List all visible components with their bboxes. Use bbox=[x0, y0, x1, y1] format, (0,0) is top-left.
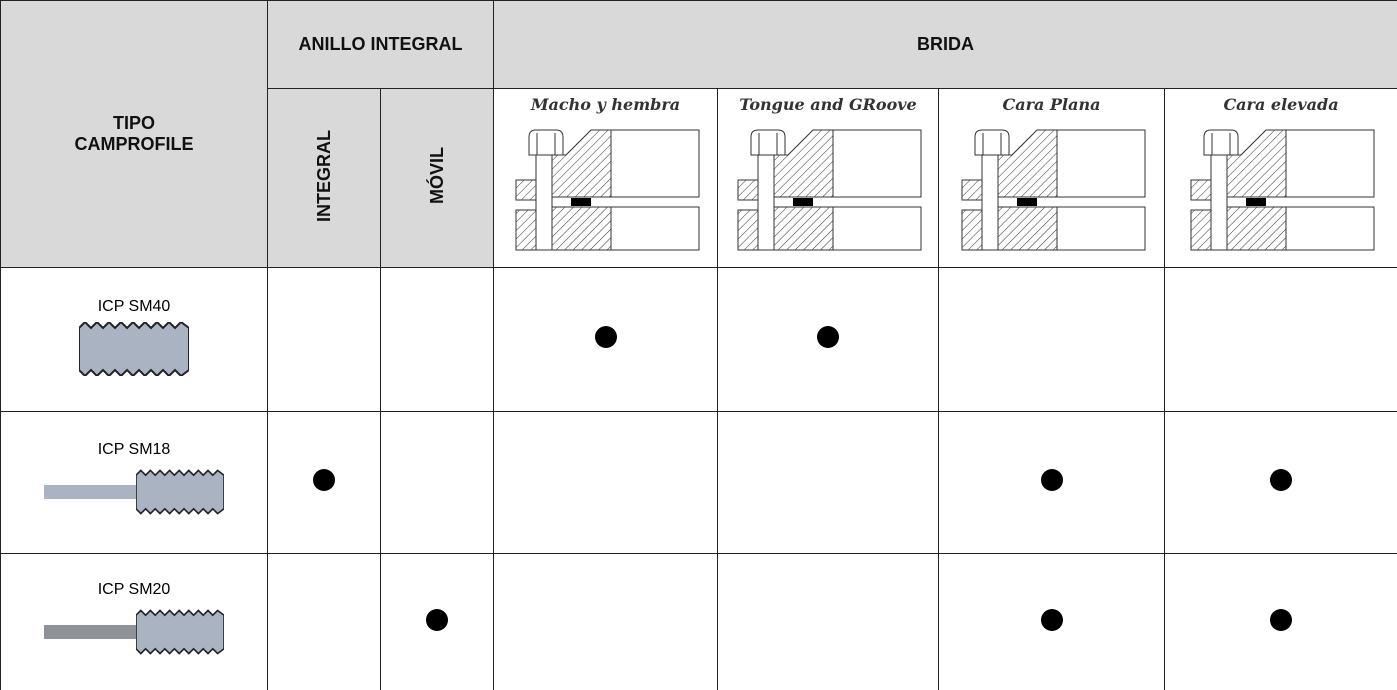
column-label: MÓVIL bbox=[426, 147, 447, 204]
cell bbox=[717, 411, 939, 554]
gasket-icon bbox=[44, 469, 224, 515]
cell bbox=[938, 267, 1165, 412]
cell bbox=[493, 553, 718, 690]
column-header: INTEGRAL bbox=[267, 88, 381, 268]
cell bbox=[493, 411, 718, 554]
flange-diagram bbox=[957, 125, 1147, 255]
cell bbox=[267, 267, 381, 412]
gasket-icon bbox=[44, 608, 224, 655]
gasket-icon bbox=[79, 322, 189, 376]
flange-diagram bbox=[733, 125, 923, 255]
column-label: INTEGRAL bbox=[313, 129, 334, 222]
check-dot bbox=[817, 326, 839, 348]
column-label: Cara Plana bbox=[1002, 95, 1101, 114]
cell bbox=[380, 553, 494, 690]
row-header: ICP SM20 bbox=[0, 553, 268, 690]
type-header: TIPO CAMPROFILE bbox=[0, 0, 268, 268]
cell bbox=[1164, 267, 1397, 412]
cell bbox=[1164, 411, 1397, 554]
cell bbox=[380, 267, 494, 412]
row-name: ICP SM20 bbox=[97, 580, 171, 598]
check-dot bbox=[1040, 469, 1063, 491]
check-dot bbox=[594, 326, 617, 348]
cell bbox=[938, 411, 1165, 554]
group-header: ANILLO INTEGRAL bbox=[267, 0, 494, 89]
cell bbox=[1164, 553, 1397, 690]
row-name: ICP SM18 bbox=[97, 441, 171, 458]
cell bbox=[938, 553, 1165, 690]
row-header: ICP SM40 bbox=[0, 267, 268, 412]
column-header: Cara elevada bbox=[1164, 88, 1397, 268]
row-header: ICP SM18 bbox=[0, 411, 268, 554]
column-label: Tongue and GRoove bbox=[739, 95, 917, 114]
check-dot bbox=[1040, 608, 1063, 631]
cell bbox=[267, 411, 381, 554]
cell bbox=[717, 553, 939, 690]
row-name: ICP SM40 bbox=[97, 298, 171, 315]
group-header: BRIDA bbox=[493, 0, 1397, 89]
check-dot bbox=[1270, 608, 1292, 631]
check-dot bbox=[426, 608, 448, 631]
flange-diagram bbox=[511, 125, 701, 255]
cell bbox=[380, 411, 494, 554]
cell bbox=[267, 553, 381, 690]
flange-diagram bbox=[1186, 125, 1376, 255]
column-header: Cara Plana bbox=[938, 88, 1165, 268]
cell bbox=[717, 267, 939, 412]
column-header: MÓVIL bbox=[380, 88, 494, 268]
type-title: TIPO bbox=[112, 113, 155, 133]
type-title: CAMPROFILE bbox=[74, 134, 194, 154]
column-label: Cara elevada bbox=[1223, 95, 1339, 114]
column-header: Tongue and GRoove bbox=[717, 88, 939, 268]
cell bbox=[493, 267, 718, 412]
column-label: Macho y hembra bbox=[530, 95, 681, 114]
column-header: Macho y hembra bbox=[493, 88, 718, 268]
check-dot bbox=[1270, 469, 1292, 491]
check-dot bbox=[313, 469, 335, 491]
